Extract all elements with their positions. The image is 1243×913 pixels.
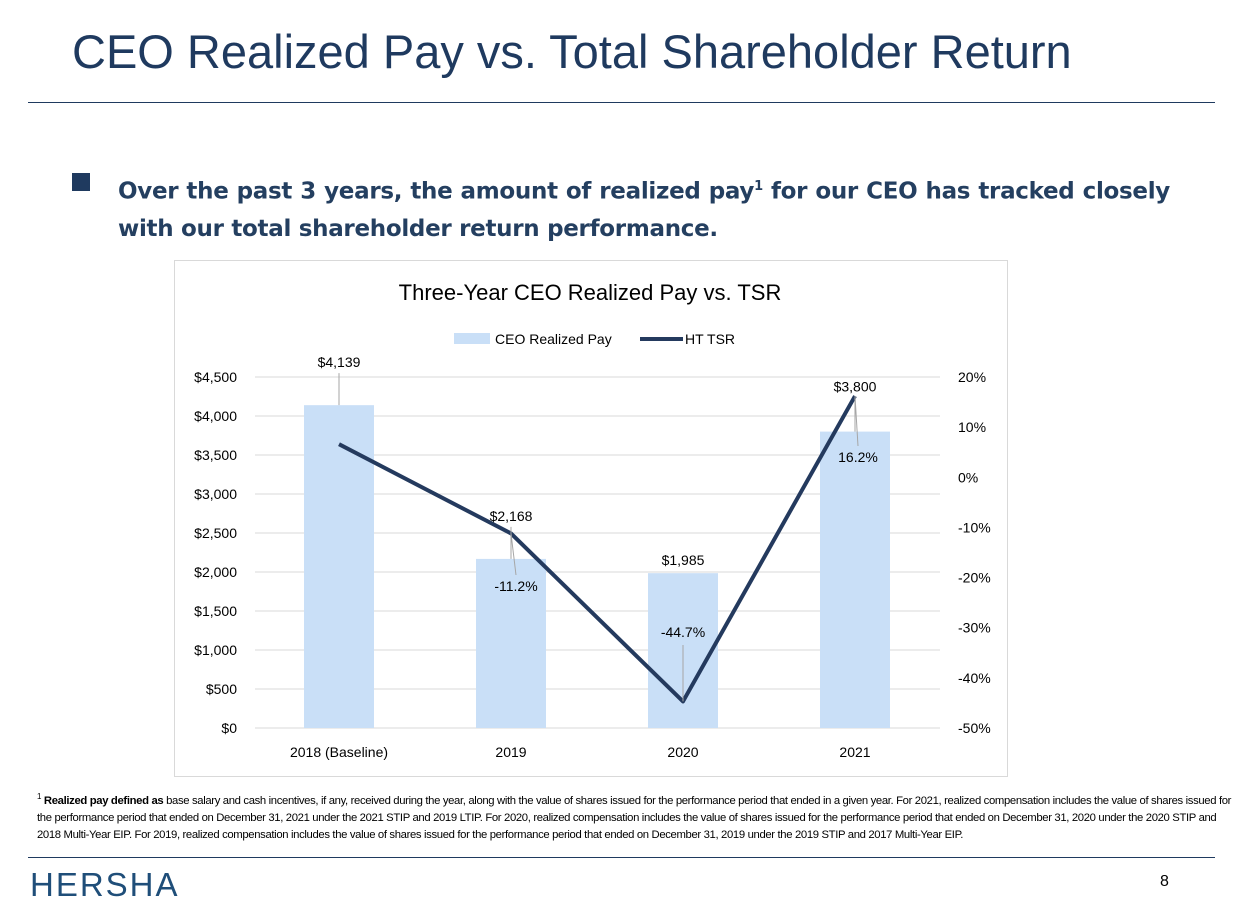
page-number: 8 <box>1160 873 1169 890</box>
bar-data-label: $1,985 <box>662 552 705 568</box>
footer-divider <box>28 857 1215 858</box>
bar-data-label: $4,139 <box>318 354 361 370</box>
tsr-data-label: 16.2% <box>838 449 878 465</box>
left-axis-tick: $2,500 <box>194 525 237 541</box>
left-axis-tick: $3,000 <box>194 486 237 502</box>
footnote-body: base salary and cash incentives, if any,… <box>37 794 1232 841</box>
bar-3 <box>820 431 890 728</box>
bar-data-label: $3,800 <box>834 379 877 395</box>
x-axis-tick: 2019 <box>495 744 526 760</box>
chart-frame <box>174 260 1008 777</box>
bullet-rest: for our CEO has tracked closely with our… <box>118 178 1170 242</box>
left-axis-tick: $1,000 <box>194 642 237 658</box>
legend-bar-swatch <box>454 333 490 344</box>
footnote-marker: 1 <box>37 792 42 801</box>
legend-line-label: HT TSR <box>685 331 735 347</box>
bar-data-label: $2,168 <box>490 508 533 524</box>
footnote-term: Realized pay defined as <box>43 794 164 807</box>
bar-0 <box>304 405 374 728</box>
bullet-main: Over the past 3 years, the amount of rea… <box>118 178 755 205</box>
right-axis-tick: 10% <box>958 419 986 435</box>
footnote: 1 Realized pay defined as base salary an… <box>37 788 1237 844</box>
bullet-footnote-ref: 1 <box>754 179 763 194</box>
left-axis-tick: $4,500 <box>194 369 237 385</box>
legend-bar-label: CEO Realized Pay <box>495 331 612 347</box>
right-axis-tick: 0% <box>958 469 978 485</box>
left-axis-tick: $4,000 <box>194 408 237 424</box>
tsr-data-label: -11.2% <box>494 578 537 594</box>
title-divider <box>28 102 1215 103</box>
tsr-line <box>338 395 857 704</box>
slide-title: CEO Realized Pay vs. Total Shareholder R… <box>72 25 1072 78</box>
hersha-logo: HERSHA <box>30 866 180 903</box>
legend: CEO Realized Pay HT TSR <box>454 331 735 347</box>
right-axis-tick: -40% <box>958 670 991 686</box>
left-axis-tick: $2,000 <box>194 564 237 580</box>
bullet-text: Over the past 3 years, the amount of rea… <box>118 168 1170 248</box>
chart-title: Three-Year CEO Realized Pay vs. TSR <box>399 280 782 305</box>
left-axis-tick: $0 <box>221 720 237 736</box>
tsr-data-label: -44.7% <box>661 624 705 640</box>
right-axis-tick: -30% <box>958 620 991 636</box>
right-axis-tick: -10% <box>958 519 991 535</box>
bullet-square-icon <box>72 173 90 191</box>
left-axis-tick: $3,500 <box>194 447 237 463</box>
right-axis-tick: -20% <box>958 570 991 586</box>
tsr-label-leader <box>510 533 517 576</box>
x-axis-tick: 2018 (Baseline) <box>290 744 388 760</box>
right-axis-tick: 20% <box>958 369 986 385</box>
bar-1 <box>476 558 546 728</box>
x-axis-tick: 2020 <box>667 744 698 760</box>
left-axis-tick: $500 <box>206 681 237 697</box>
left-axis-tick: $1,500 <box>194 603 237 619</box>
tsr-label-leader <box>854 396 859 447</box>
right-axis-tick: -50% <box>958 720 991 736</box>
x-axis-tick: 2021 <box>839 744 870 760</box>
